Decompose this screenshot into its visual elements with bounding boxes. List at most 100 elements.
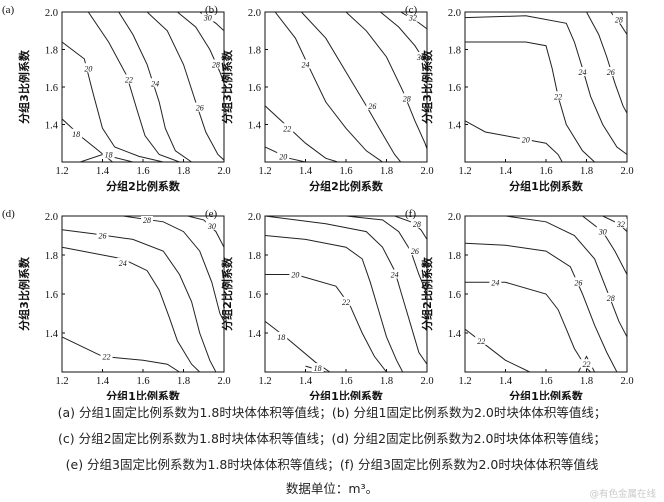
contour-label-bg (414, 52, 427, 61)
contour-panel: (d) 1.2 1.4 1.6 1.8 2.0 1.4 1.6 1.8 2.0 分组1比例系数 分组3… (2, 208, 231, 400)
x-tick-label: 2.0 (620, 166, 633, 177)
y-tick-label: 1.4 (45, 329, 59, 340)
contour-level-label: 30 (203, 14, 212, 23)
y-tick-label: 2.0 (448, 212, 461, 223)
contour-label-bg (388, 269, 401, 279)
contour-line (465, 15, 627, 155)
x-tick-label: 2.0 (217, 166, 230, 177)
x-axis-label: 分组2比例系数 (106, 179, 181, 193)
y-tick-label: 1.8 (448, 46, 461, 57)
contour-line (345, 216, 427, 295)
x-tick-label: 1.8 (380, 166, 393, 177)
contour-panel: (c) 1.2 1.4 1.6 1.8 2.0 1.4 1.6 1.8 2.0 分组1比例系数 分组3… (405, 4, 634, 193)
x-tick-label: 1.6 (339, 376, 352, 387)
y-tick-label: 1.4 (448, 329, 462, 340)
y-tick-label: 1.6 (45, 290, 58, 301)
contour-label-bg (82, 63, 95, 73)
contour-label-bg (489, 277, 502, 287)
contour-level-label: 20 (291, 271, 299, 280)
contour-level-label: 28 (143, 216, 151, 225)
contour-level-label: 26 (99, 232, 107, 241)
contour-level-label: 18 (105, 151, 113, 160)
contour-label-bg (96, 230, 109, 240)
contour-label-bg (572, 277, 585, 287)
contour-label-bg (201, 12, 214, 22)
contour-lines: 20 22 24 26 28 30 32 (265, 12, 427, 162)
contour-lines: 22 24 26 28 30 (62, 216, 224, 372)
panel-label: (d) (2, 208, 15, 220)
contour-line (274, 12, 383, 162)
x-tick-label: 1.8 (177, 376, 190, 387)
y-tick-label: 1.8 (45, 46, 58, 57)
x-tick-label: 2.0 (420, 166, 433, 177)
x-tick-label: 2.0 (217, 376, 230, 387)
plot-frame (264, 11, 428, 163)
x-tick-label: 1.6 (339, 166, 352, 177)
y-tick-label: 2.0 (45, 8, 58, 19)
contour-line (465, 41, 595, 162)
contour-label-bg (604, 67, 617, 76)
x-tick-label: 1.4 (499, 376, 513, 387)
contour-level-label: 22 (342, 298, 350, 307)
contour-label-bg (410, 218, 423, 228)
y-axis-label: 分组3比例系数 (220, 49, 234, 124)
contour-label-bg (408, 246, 421, 256)
y-tick-label: 2.0 (448, 8, 461, 19)
contour-level-label: 26 (607, 68, 615, 77)
caption-line-2: (c) 分组2固定比例系数为1.8时块体体积等值线；(d) 分组2固定比例系数为… (58, 431, 606, 446)
panel-label: (f) (405, 208, 416, 220)
contour-level-label: 30 (598, 228, 607, 237)
x-tick-label: 1.6 (136, 376, 149, 387)
contour-line (586, 12, 627, 114)
y-tick-label: 1.6 (45, 83, 58, 94)
contour-label-bg (205, 220, 218, 230)
contour-line (62, 336, 180, 372)
contour-level-label: 24 (151, 79, 159, 88)
contour-level-label: 22 (583, 360, 591, 369)
contour-level-label: 24 (491, 278, 499, 287)
contour-label-bg (604, 292, 617, 302)
contour-level-label: 22 (283, 124, 291, 133)
y-tick-label: 1.6 (448, 83, 461, 94)
x-tick-label: 1.6 (136, 166, 149, 177)
contour-label-bg (580, 359, 593, 369)
y-tick-label: 1.6 (448, 290, 461, 301)
y-tick-label: 1.6 (248, 83, 261, 94)
contour-level-label: 18 (72, 130, 80, 139)
contour-label-bg (340, 296, 352, 306)
caption-line-3: (e) 分组3固定比例系数为1.8时块体体积等值线；(f) 分组3固定比例系数为… (65, 457, 599, 472)
x-tick-label: 2.0 (620, 376, 633, 387)
contour-label-bg (209, 59, 222, 69)
contour-line (301, 12, 402, 162)
contour-line (465, 281, 591, 372)
x-tick-label: 1.2 (258, 166, 271, 177)
y-tick-label: 1.8 (248, 251, 261, 262)
y-tick-label: 1.8 (45, 251, 58, 262)
plot-frame (61, 11, 225, 163)
contour-level-label: 24 (391, 271, 399, 280)
contour-label-bg (100, 351, 113, 361)
contour-line (146, 12, 224, 161)
contour-label-bg (576, 67, 589, 76)
contour-figure: (a)1.2 1.4 1.6 1.8 2.01.41.61.82.0分组2比例系数分组3… (2, 4, 634, 400)
contour-line (62, 41, 164, 162)
x-axis-label: 分组1比例系数 (309, 389, 384, 400)
contour-label-bg (277, 151, 290, 161)
contour-line (62, 246, 201, 372)
contour-level-label: 26 (411, 247, 419, 256)
contour-line (265, 235, 404, 372)
y-axis-label: 分组3比例系数 (420, 49, 434, 124)
y-tick-label: 2.0 (45, 212, 58, 223)
x-tick-label: 1.2 (458, 376, 471, 387)
contour-label-bg (275, 331, 288, 341)
y-tick-label: 1.8 (248, 46, 261, 57)
contour-level-label: 26 (368, 102, 376, 111)
contour-line (265, 105, 339, 162)
x-tick-label: 1.4 (499, 166, 513, 177)
x-tick-label: 1.8 (177, 166, 190, 177)
contour-level-label: 20 (84, 64, 92, 73)
y-tick-label: 1.8 (448, 251, 461, 262)
contour-label-bg (141, 216, 154, 224)
contour-level-label: 28 (413, 220, 421, 229)
caption-line-1: (a) 分组1固定比例系数为1.8时块体体积等值线；(b) 分组1固定比例系数为… (57, 405, 607, 420)
